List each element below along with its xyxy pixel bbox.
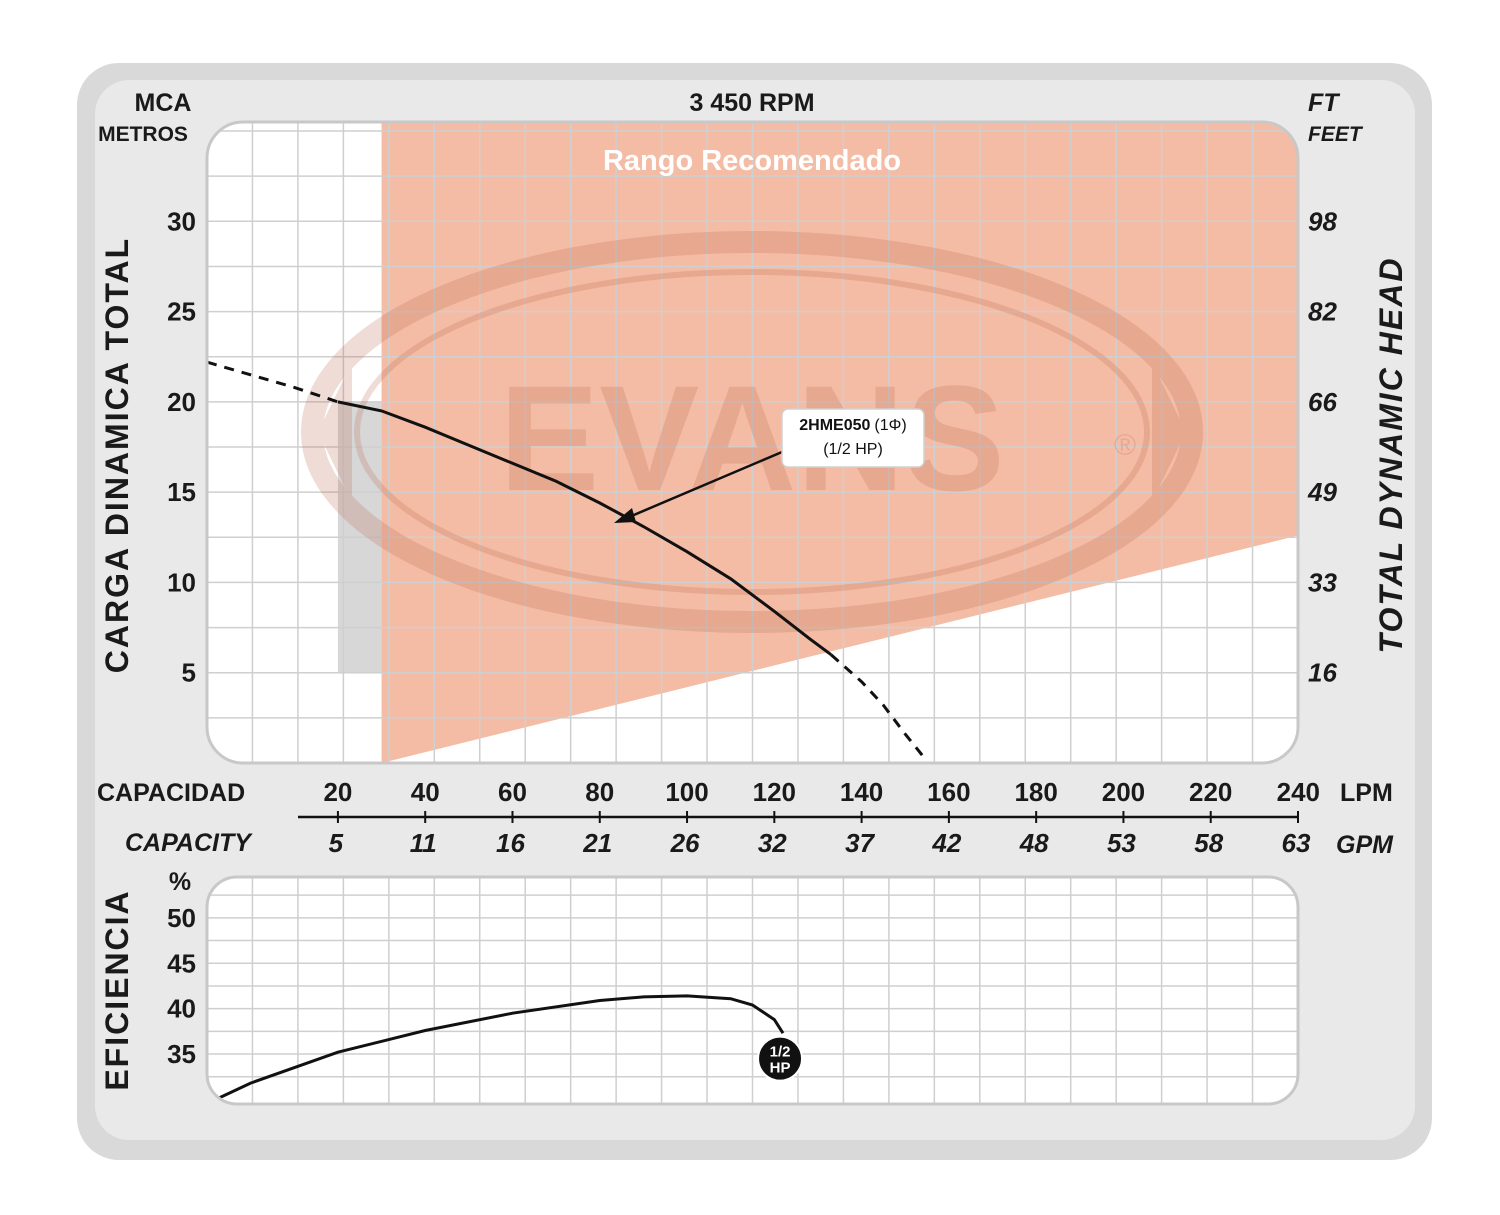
capacity-tick-gpm: 16 xyxy=(496,828,525,858)
right-tick-label: 98 xyxy=(1308,206,1337,236)
head-plot: EVANS ® Rango Recomendado xyxy=(205,120,1300,765)
recommended-range-label: Rango Recomendado xyxy=(603,145,901,177)
right-tick-label: 82 xyxy=(1308,297,1337,327)
annotation-box xyxy=(781,408,925,468)
efficiency-curve xyxy=(215,994,785,1101)
left-axis-unit: MCA xyxy=(135,89,192,117)
head-curve-dashed-left xyxy=(207,360,339,404)
left-tick-label: 10 xyxy=(167,567,196,597)
curve-annotation: 2HME050 (1Φ) (1/2 HP) xyxy=(614,408,925,523)
right-axis-unit: FT xyxy=(1308,89,1341,117)
capacity-tick-gpm: 11 xyxy=(410,828,437,858)
capacity-tick-lpm: 100 xyxy=(665,777,708,807)
efficiency-plot-border xyxy=(205,875,1300,1106)
capacity-tick-gpm: 42 xyxy=(931,828,961,858)
capacity-tick-lpm: 220 xyxy=(1189,777,1232,807)
efficiency-unit: % xyxy=(169,868,191,896)
efficiency-tick-label: 50 xyxy=(167,903,196,933)
efficiency-axis-title: EFICIENCIA xyxy=(99,889,135,1090)
capacity-tick-gpm: 37 xyxy=(845,828,875,858)
efficiency-tick-labels: 50 45 40 35 xyxy=(167,903,196,1069)
efficiency-tick-label: 35 xyxy=(167,1039,196,1069)
right-tick-label: 49 xyxy=(1307,477,1337,507)
left-tick-label: 20 xyxy=(167,387,196,417)
right-axis-unit-sub: FEET xyxy=(1308,123,1364,146)
capacity-tick-lpm: 120 xyxy=(753,777,796,807)
right-axis-title: TOTAL DYNAMIC HEAD xyxy=(1373,257,1409,654)
capacity-tick-lpm: 40 xyxy=(411,777,440,807)
capacity-tick-lpm: 80 xyxy=(585,777,614,807)
annotation-phase: (1Φ) xyxy=(874,417,906,434)
badge-label-bottom: HP xyxy=(770,1060,791,1077)
annotation-power: (1/2 HP) xyxy=(823,441,883,458)
capacity-tick-gpm: 48 xyxy=(1019,828,1049,858)
left-tick-label: 30 xyxy=(167,206,196,236)
annotation-arrow-line xyxy=(621,450,783,522)
left-tick-label: 15 xyxy=(167,477,196,507)
badge-label-top: 1/2 xyxy=(770,1044,791,1061)
efficiency-tick-label: 45 xyxy=(167,948,196,978)
annotation-model: 2HME050 xyxy=(799,417,870,434)
right-tick-label: 16 xyxy=(1308,658,1337,688)
capacity-tick-lpm: 140 xyxy=(840,777,883,807)
head-curve-dashed-right xyxy=(830,653,924,757)
capacity-unit-lpm: LPM xyxy=(1340,779,1393,807)
head-plot-border xyxy=(205,120,1300,765)
badge-circle xyxy=(757,1035,804,1082)
capacity-tick-gpm: 53 xyxy=(1107,828,1136,858)
capacity-tick-gpm: 32 xyxy=(758,828,787,858)
capacity-tick-gpm: 5 xyxy=(329,828,344,858)
capacity-tick-lpm: 200 xyxy=(1102,777,1145,807)
capacity-tick-lpm: 180 xyxy=(1014,777,1057,807)
capacity-tick-gpm: 63 xyxy=(1282,828,1311,858)
capacity-tick-lpm: 20 xyxy=(323,777,352,807)
capacity-unit-gpm: GPM xyxy=(1336,831,1394,859)
efficiency-plot: 1/2 HP xyxy=(205,875,1300,1106)
efficiency-badge: 1/2 HP xyxy=(757,1035,804,1082)
right-tick-label: 33 xyxy=(1308,567,1337,597)
annotation-model-line: 2HME050 (1Φ) xyxy=(799,417,906,434)
left-axis-unit-sub: METROS xyxy=(98,123,188,146)
capacity-tick-lpm: 160 xyxy=(927,777,970,807)
left-axis-title: CARGA DINAMICA TOTAL xyxy=(99,237,135,673)
right-tick-label: 66 xyxy=(1308,387,1337,417)
capacity-label-gpm: CAPACITY xyxy=(125,829,253,857)
head-curve-2hme050 xyxy=(337,400,832,656)
left-tick-labels: 30 25 20 15 10 5 xyxy=(167,206,196,687)
capacity-tick-gpm: 21 xyxy=(582,828,612,858)
left-tick-label: 5 xyxy=(182,658,196,688)
capacity-tick-gpm: 26 xyxy=(670,828,700,858)
annotation-arrowhead xyxy=(614,508,636,523)
capacity-label-lpm: CAPACIDAD xyxy=(97,779,245,807)
capacity-axis: CAPACIDAD LPM CAPACITY GPM 20 5 40 11 60 16 80… xyxy=(97,777,1394,859)
capacity-tick-lpm: 60 xyxy=(498,777,527,807)
head-grid xyxy=(207,122,1298,763)
watermark-text: EVANS xyxy=(499,354,1005,522)
left-tick-label: 25 xyxy=(167,297,196,327)
capacity-ticks: 20 5 40 11 60 16 80 21 100 26 120 32 140 37 160 42 180 48… xyxy=(323,777,1320,858)
capacity-tick-gpm: 58 xyxy=(1194,828,1223,858)
capacity-tick-lpm: 240 xyxy=(1277,777,1320,807)
svg-text:®: ® xyxy=(1114,429,1136,462)
efficiency-tick-label: 40 xyxy=(167,994,196,1024)
right-tick-labels: 98 82 66 49 33 16 xyxy=(1307,206,1337,687)
chart-title: 3 450 RPM xyxy=(689,89,814,117)
